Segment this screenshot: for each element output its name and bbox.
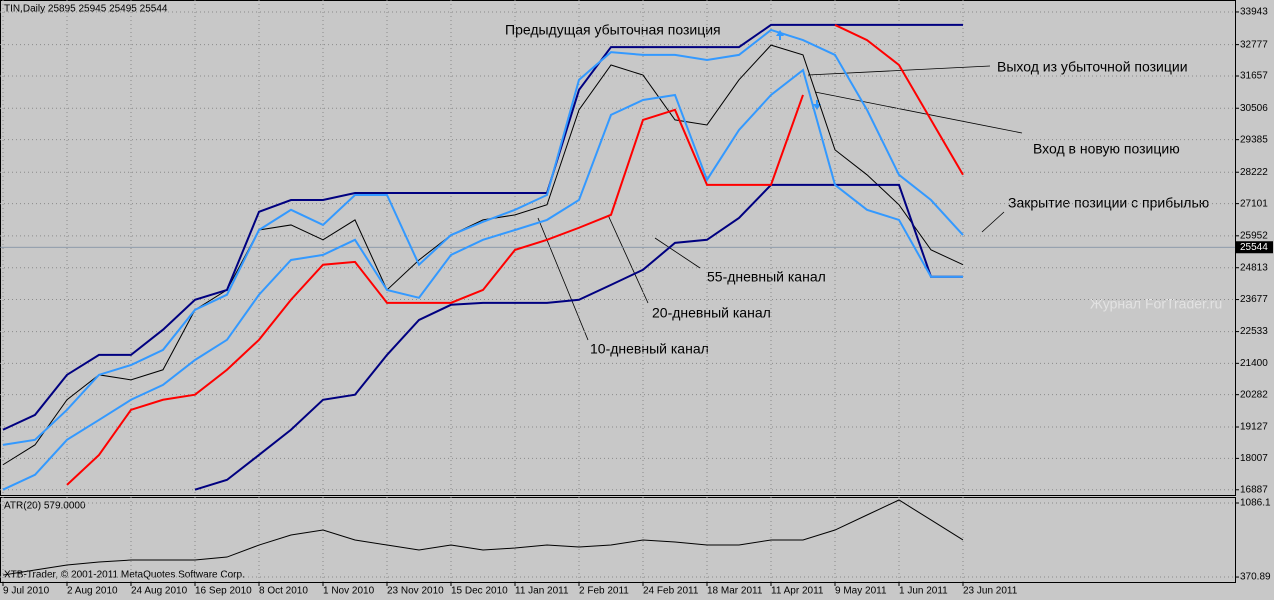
x-tick-label: 24 Feb 2011 bbox=[643, 586, 699, 597]
atr-pane bbox=[0, 497, 1236, 583]
arrow-up bbox=[776, 30, 784, 40]
x-tick-label: 16 Sep 2010 bbox=[195, 586, 252, 597]
annotation: 10-дневный канал bbox=[590, 341, 709, 357]
x-tick-label: 18 Mar 2011 bbox=[707, 586, 763, 597]
y-tick-label: 27101 bbox=[1240, 198, 1268, 209]
main-pane bbox=[0, 0, 1236, 496]
line bbox=[2, 68, 963, 491]
x-tick-label: 9 May 2011 bbox=[835, 586, 887, 597]
annotation: Закрытие позиции с прибылью bbox=[1008, 195, 1209, 211]
x-tick-label: 24 Aug 2010 bbox=[131, 586, 188, 597]
x-tick-label: 1 Jun 2011 bbox=[899, 586, 948, 597]
x-tick-label: 23 Nov 2010 bbox=[387, 586, 444, 597]
pointer bbox=[981, 211, 1005, 233]
line bbox=[2, 499, 964, 576]
y-tick-label: 32777 bbox=[1240, 39, 1268, 50]
x-tick-label: 15 Dec 2010 bbox=[451, 586, 508, 597]
y-tick-label: 24813 bbox=[1240, 262, 1268, 273]
line bbox=[66, 94, 804, 486]
y-tick-label: 33943 bbox=[1240, 7, 1268, 18]
annotation: Вход в новую позицию bbox=[1033, 141, 1180, 157]
y-tick-label: 16887 bbox=[1240, 484, 1268, 495]
arrow-down bbox=[813, 100, 821, 110]
y-tick-label: 20282 bbox=[1240, 389, 1268, 400]
y-tick-label: 19127 bbox=[1240, 422, 1268, 433]
y-tick-label: 30506 bbox=[1240, 103, 1268, 114]
y-tick-label: 25952 bbox=[1240, 230, 1268, 241]
y-tick-label: 23677 bbox=[1240, 294, 1268, 305]
line bbox=[2, 23, 963, 431]
y-tick-label: 370.89 bbox=[1240, 572, 1271, 583]
x-tick-label: 23 Jun 2011 bbox=[963, 586, 1018, 597]
last-price-label: 25544 bbox=[1240, 242, 1268, 253]
annotation: 20-дневный канал bbox=[652, 305, 771, 321]
y-tick-label: 31657 bbox=[1240, 71, 1268, 82]
atr-title: ATR(20) 579.0000 bbox=[4, 501, 86, 512]
x-tick-label: 11 Apr 2011 bbox=[771, 586, 824, 597]
annotation: 55-дневный канал bbox=[707, 269, 826, 285]
x-tick-label: 1 Nov 2010 bbox=[323, 586, 375, 597]
y-tick-label: 22533 bbox=[1240, 326, 1268, 337]
y-tick-label: 18007 bbox=[1240, 453, 1268, 464]
copyright: XTB-Trader, © 2001-2011 MetaQuotes Softw… bbox=[4, 570, 245, 581]
last-price-box bbox=[1236, 241, 1273, 254]
x-tick-label: 2 Feb 2011 bbox=[579, 586, 629, 597]
y-tick-label: 1086.1 bbox=[1240, 498, 1271, 509]
annotations bbox=[537, 30, 1023, 341]
annotation: Предыдущая убыточная позиция bbox=[505, 22, 721, 38]
pointer bbox=[654, 237, 701, 269]
chart-title: TIN,Daily 25895 25945 25495 25544 bbox=[4, 4, 168, 15]
pointer bbox=[807, 65, 991, 76]
line bbox=[834, 24, 964, 176]
y-tick-label: 29385 bbox=[1240, 134, 1268, 145]
y-tick-label: 21400 bbox=[1240, 358, 1268, 369]
watermark: Журнал ForTrader.ru bbox=[1090, 296, 1222, 312]
line bbox=[2, 44, 964, 466]
x-tick-label: 8 Oct 2010 bbox=[259, 586, 308, 597]
annotation: Выход из убыточной позиции bbox=[997, 59, 1188, 75]
x-tick-label: 2 Aug 2010 bbox=[67, 586, 118, 597]
pointer bbox=[537, 217, 589, 341]
line bbox=[2, 28, 964, 446]
y-tick-label: 28222 bbox=[1240, 167, 1268, 178]
pointer bbox=[607, 214, 649, 304]
x-tick-label: 9 Jul 2010 bbox=[3, 586, 50, 597]
x-tick-label: 11 Jan 2011 bbox=[515, 586, 569, 597]
pointer bbox=[814, 91, 1023, 134]
